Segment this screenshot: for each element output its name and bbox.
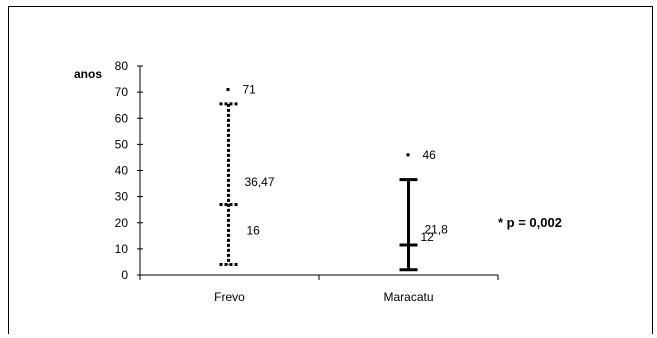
sd-label: 12 [421,230,435,244]
y-tick-label: 20 [115,216,129,230]
x-tick-label: Frevo [214,290,245,304]
mean-label: 36,47 [245,175,275,189]
y-tick-label: 10 [115,242,129,256]
y-axis-label: anos [74,67,102,81]
error-bars: 71 36,47 16 46 21,812 [219,83,449,272]
mean-label: 21,8 [425,223,449,237]
y-tick-label: 60 [115,111,129,125]
max-label: 71 [243,83,257,97]
y-tick-label: 50 [115,137,129,151]
y-tick-label: 40 [115,164,129,178]
x-axis: Frevo Maracatu [139,274,499,304]
y-tick-label: 0 [121,268,128,282]
y-axis: 0 10 20 30 40 50 60 70 80 [115,59,143,282]
max-point [226,88,230,92]
max-point [406,153,410,157]
chart-frame [8,6,653,334]
y-tick-label: 70 [115,85,129,99]
sd-label: 16 [247,223,261,237]
error-bar-maracatu: 46 21,812 [399,148,449,272]
x-tick-label: Maracatu [383,290,433,304]
y-tick-label: 80 [115,59,129,73]
max-label: 46 [423,148,437,162]
y-tick-label: 30 [115,190,129,204]
p-value-annotation: * p = 0,002 [498,215,562,230]
error-bar-frevo: 71 36,47 16 [219,83,275,267]
